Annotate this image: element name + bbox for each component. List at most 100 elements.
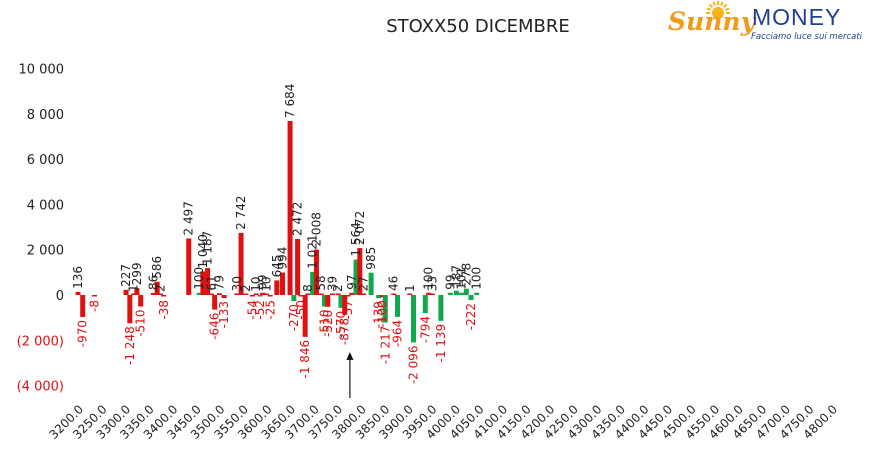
bar [438, 295, 444, 321]
bar-data-label: 10 [249, 276, 263, 291]
arrow-head [346, 352, 354, 360]
bar-data-label: 2 072 [353, 211, 367, 245]
bar-data-label: 100 [470, 267, 484, 290]
bar [321, 295, 327, 307]
bar-data-label: 1 564 [349, 222, 363, 256]
bar [395, 295, 401, 317]
bar-data-label: 33 [425, 276, 439, 291]
bar-data-label: -570 [334, 311, 348, 338]
sun-ray [712, 1, 716, 6]
logo-sunny-text: Sunny [668, 7, 757, 36]
bar-data-label: -133 [217, 301, 231, 328]
bar-data-label: 586 [150, 256, 164, 279]
bar-data-label: -520 [321, 310, 335, 337]
bar-data-label: 645 [270, 254, 284, 277]
bar [134, 288, 140, 295]
bar-data-label: -57 [341, 300, 355, 320]
bar-data-label: 2 [331, 284, 345, 292]
bar [391, 293, 397, 295]
bar-data-label: 99 [443, 274, 457, 289]
bar [80, 295, 86, 317]
bar-data-label: 994 [276, 247, 290, 270]
bar [313, 249, 319, 295]
bar [243, 293, 249, 295]
bar [91, 295, 97, 297]
bar-data-label: -1 139 [434, 324, 448, 363]
bar-data-label: 61 [204, 275, 218, 290]
bar [368, 272, 374, 295]
y-tick-label: 4 000 [27, 198, 64, 213]
bar [325, 295, 331, 307]
bar [447, 292, 453, 295]
bar-data-label: -1 217 [378, 326, 392, 365]
sun-ray [706, 7, 711, 11]
bar-data-label: 1 040 [196, 234, 210, 268]
bar [131, 293, 137, 295]
bar-data-label: -970 [76, 320, 90, 347]
bar [342, 295, 348, 315]
bar-data-label: 1 021 [306, 235, 320, 269]
bar [379, 295, 385, 298]
bar-data-label: 1 187 [201, 231, 215, 265]
bar [407, 293, 413, 295]
bar-data-label: 227 [119, 264, 133, 287]
y-tick-label: 2 000 [27, 244, 64, 259]
bar-data-label: -54 [245, 300, 259, 320]
bar [150, 293, 156, 295]
bar [459, 292, 465, 295]
bar [267, 295, 273, 297]
y-tick-label: 0 [56, 289, 64, 304]
sun-ray [725, 7, 730, 11]
bar [216, 293, 222, 295]
bar [329, 293, 335, 295]
bar-data-label: 100 [422, 267, 436, 290]
bar [310, 271, 316, 295]
bar [280, 272, 286, 295]
bar-data-label: 101 [455, 267, 469, 290]
bar [257, 295, 263, 297]
y-tick-label: 6 000 [27, 153, 64, 168]
logo-money-text: MONEY [752, 4, 841, 30]
bar [200, 271, 206, 295]
annotations [346, 352, 354, 398]
bar-data-label: 79 [212, 275, 226, 290]
bar [422, 295, 428, 313]
bar-data-label: 136 [71, 266, 85, 289]
bar [291, 295, 297, 302]
bar [264, 293, 269, 295]
bar [468, 295, 474, 301]
bar-data-label: 299 [130, 262, 144, 285]
bar [426, 292, 432, 295]
sun-ray [720, 1, 724, 6]
bar-data-label: -100 [375, 300, 389, 327]
bar-data-label: 2 [239, 284, 253, 292]
bar [196, 292, 202, 295]
bar-data-label: -270 [287, 304, 301, 331]
bar [429, 293, 435, 295]
bar [345, 295, 351, 297]
bar-data-label: -25 [263, 300, 277, 320]
bar-data-label: -2 096 [407, 345, 421, 384]
bar-data-label: 2 497 [182, 201, 196, 235]
bar-data-label: -510 [317, 310, 331, 337]
bar [157, 293, 163, 295]
bar [357, 248, 363, 295]
bar-data-label: -139 [372, 301, 386, 328]
bar-data-label: 1 [127, 284, 141, 292]
bar [382, 295, 388, 323]
bar-data-label: 2 008 [309, 212, 323, 246]
bar [253, 293, 259, 295]
bar [208, 293, 214, 295]
bar [186, 238, 192, 295]
bar [453, 290, 459, 295]
bar [376, 295, 382, 299]
bar-data-label: 27 [357, 276, 371, 291]
bar [349, 292, 355, 295]
bar-data-label: 58 [314, 275, 328, 290]
bar-data-label: -1 248 [123, 326, 137, 365]
bar [287, 120, 293, 295]
bar [305, 293, 311, 295]
bar [154, 281, 160, 295]
